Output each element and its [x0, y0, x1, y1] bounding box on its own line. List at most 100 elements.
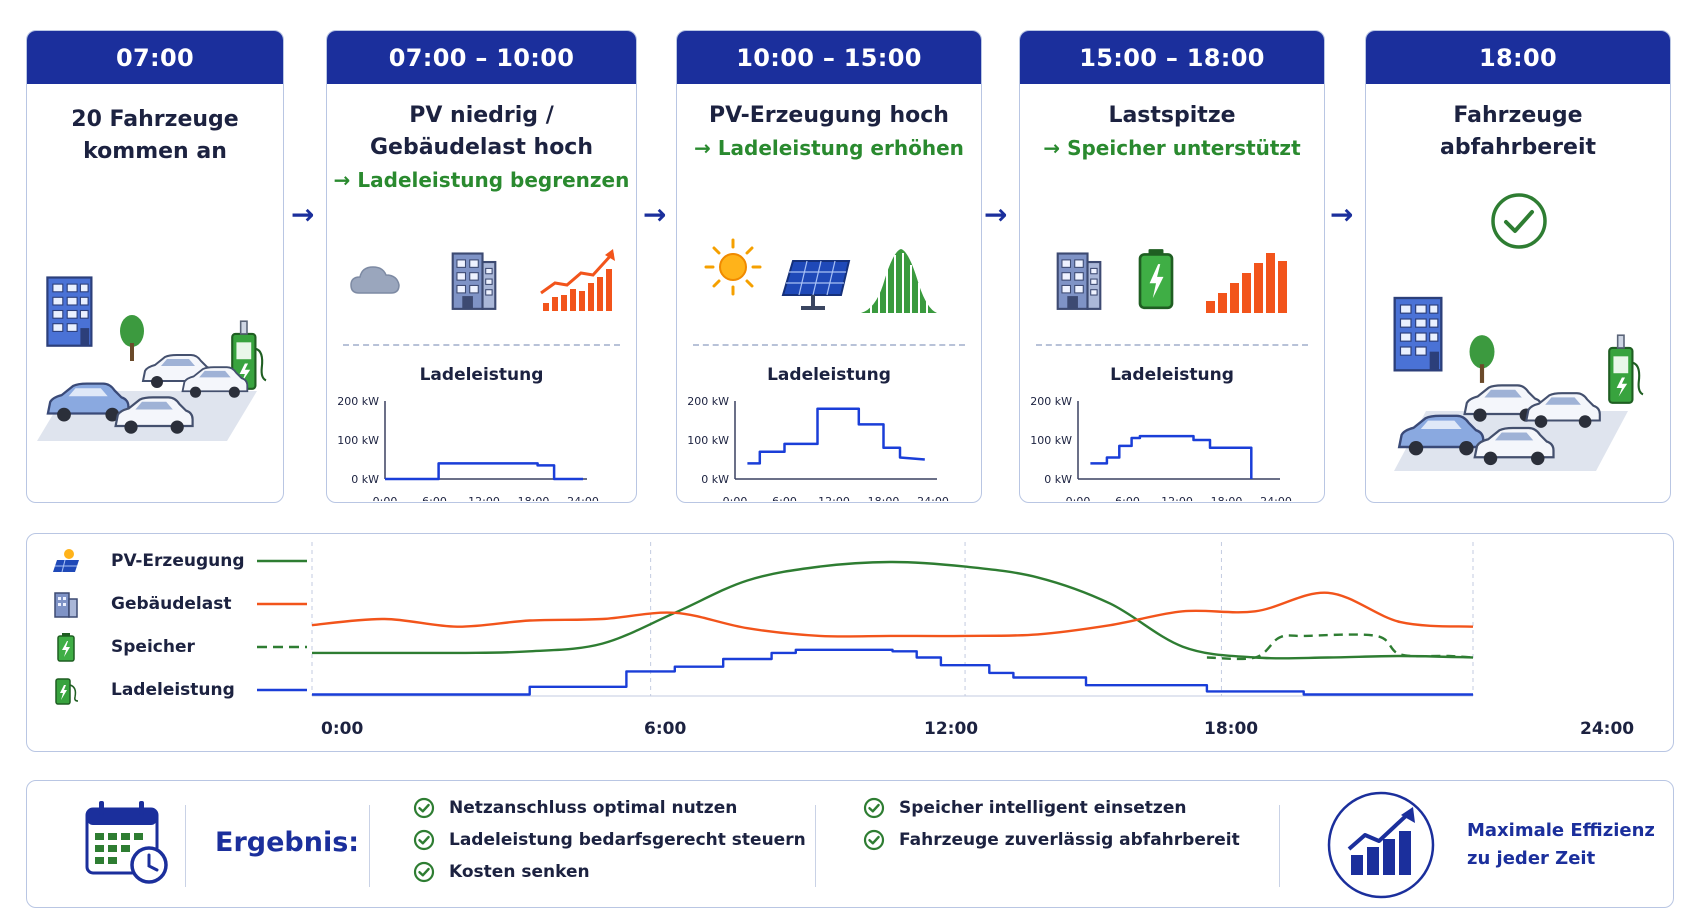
solar-panel-icon [53, 549, 79, 573]
legend-swatch [257, 688, 307, 692]
x-tick-label: 18:00 [1204, 719, 1259, 739]
calendar-clock-icon [85, 801, 168, 884]
phase-time: 18:00 [1366, 31, 1670, 84]
legend-charging-power: Ladeleistung [27, 672, 327, 708]
mini-chart-plot: 200 kW 100 kW 0 kW 0:00 6:00 12:00 18:00 24:00 [687, 395, 949, 501]
pv-generation-line [311, 560, 1474, 660]
phase-card-high-pv: 10:00 – 15:00 PV-Erzeugung hoch → Ladele… [676, 30, 982, 503]
y-tick-label: 0 kW [351, 473, 379, 486]
mini-charging-chart: 200 kW 100 kW 0 kW 0:00 6:00 12:00 18:00 24:00 [1030, 395, 1292, 501]
legend-label: PV-Erzeugung [111, 551, 245, 571]
mini-charging-chart: 200 kW 100 kW 0 kW 0:00 6:00 12:00 18:00 24:00 [337, 395, 599, 501]
divider [815, 805, 816, 887]
x-tick-label: 0:00 [321, 719, 364, 739]
legend-storage: Speicher [27, 629, 327, 665]
charger-icon [1608, 334, 1645, 404]
battery-icon [57, 633, 75, 662]
result-title: Ergebnis: [215, 827, 360, 858]
phase-title: PV niedrig / Gebäudelast hoch [369, 103, 594, 160]
x-tick-label: 0:00 [723, 495, 748, 501]
x-tick-label: 24:00 [1580, 719, 1635, 739]
check-circle-icon [413, 797, 435, 819]
x-tick-label: 0:00 [1066, 495, 1091, 501]
result-bullet: Kosten senken [413, 861, 590, 883]
phase-action: → Ladeleistung erhöhen [694, 136, 964, 160]
y-tick-label: 100 kW [687, 434, 729, 447]
phase-icons [1056, 247, 1287, 313]
charging-power-line [1090, 434, 1253, 479]
y-tick-label: 0 kW [701, 473, 729, 486]
phase-card-departure: 18:00 Fahrzeuge abfahrbereit [1365, 30, 1671, 503]
building-icon [451, 252, 497, 310]
legend-swatch [257, 559, 307, 563]
x-tick-label: 6:00 [1115, 495, 1140, 501]
x-tick-label: 6:00 [422, 495, 447, 501]
arrow-right-icon: → [291, 198, 315, 231]
parking-scene-illustration [1393, 296, 1645, 471]
solar-panel-icon [781, 260, 851, 310]
legend-swatch [257, 645, 307, 649]
divider [343, 344, 620, 346]
charging-power-line [385, 462, 583, 481]
peak-bars-icon [1206, 253, 1287, 313]
legend-swatch [257, 602, 307, 606]
divider [1036, 344, 1308, 346]
y-tick-label: 0 kW [1044, 473, 1072, 486]
daily-profile-panel: PV-Erzeugung Gebäudelast Speicher Ladele… [26, 533, 1674, 752]
divider [1279, 805, 1280, 887]
tree-icon [120, 315, 144, 361]
mini-chart-plot: 200 kW 100 kW 0 kW 0:00 6:00 12:00 18:00 24:00 [1030, 395, 1292, 501]
mini-chart-title: Ladeleistung [767, 365, 891, 385]
phase-icons [704, 238, 937, 313]
result-bullet: Netzanschluss optimal nutzen [413, 797, 737, 819]
growth-chart-icon [1327, 791, 1435, 899]
parking-scene-illustration [37, 276, 268, 441]
bell-curve-bars-icon [861, 249, 937, 313]
x-tick-label: 0:00 [373, 495, 398, 501]
phase-action: → Ladeleistung begrenzen [333, 168, 630, 192]
legend-label: Speicher [111, 637, 195, 657]
legend-label: Ladeleistung [111, 680, 235, 700]
legend-label: Gebäudelast [111, 594, 232, 614]
x-tick-label: 18:00 [1211, 495, 1243, 501]
daily-profile-chart [311, 542, 1474, 697]
mini-chart-title: Ladeleistung [419, 365, 544, 385]
check-circle-icon [863, 797, 885, 819]
battery-icon [1138, 247, 1174, 310]
arrow-right-icon: → [1330, 198, 1354, 231]
x-tick-label: 6:00 [644, 719, 687, 739]
phase-title: Lastspitze [1108, 103, 1236, 128]
phase-time: 07:00 [27, 31, 283, 84]
x-tick-label: 6:00 [772, 495, 797, 501]
y-tick-label: 200 kW [1030, 395, 1072, 408]
sun-icon [704, 238, 762, 296]
x-tick-label: 18:00 [868, 495, 900, 501]
result-bullet: Ladeleistung bedarfsgerecht steuern [413, 829, 806, 851]
phase-time: 07:00 – 10:00 [327, 31, 636, 84]
efficiency-text: Maximale Effizienz zu jeder Zeit [1467, 820, 1655, 869]
phase-time: 15:00 – 18:00 [1020, 31, 1324, 84]
x-tick-label: 24:00 [567, 495, 599, 501]
building-load-line [311, 591, 1474, 638]
y-tick-label: 200 kW [337, 395, 379, 408]
charger-icon [55, 678, 79, 705]
x-tick-label: 12:00 [818, 495, 850, 501]
phase-card-low-pv: 07:00 – 10:00 PV niedrig / Gebäudelast h… [326, 30, 637, 503]
arrow-right-icon: → [984, 198, 1008, 231]
x-tick-label: 12:00 [924, 719, 979, 739]
x-tick-label: 12:00 [468, 495, 500, 501]
y-tick-label: 100 kW [1030, 434, 1072, 447]
tree-icon [1469, 335, 1495, 383]
check-circle-icon [1491, 193, 1547, 249]
building-icon [54, 592, 78, 618]
building-icon [1056, 252, 1102, 310]
y-tick-label: 100 kW [337, 434, 379, 447]
check-circle-icon [413, 829, 435, 851]
legend-building-load: Gebäudelast [27, 586, 327, 622]
mini-chart-plot: 200 kW 100 kW 0 kW 0:00 6:00 12:00 18:00 24:00 [337, 395, 599, 501]
result-panel: Ergebnis: Netzanschluss optimal nutzen L… [26, 780, 1674, 908]
charging-power-line [312, 648, 1473, 696]
x-tick-label: 24:00 [917, 495, 949, 501]
check-circle-icon [863, 829, 885, 851]
cloud-icon [350, 266, 400, 294]
